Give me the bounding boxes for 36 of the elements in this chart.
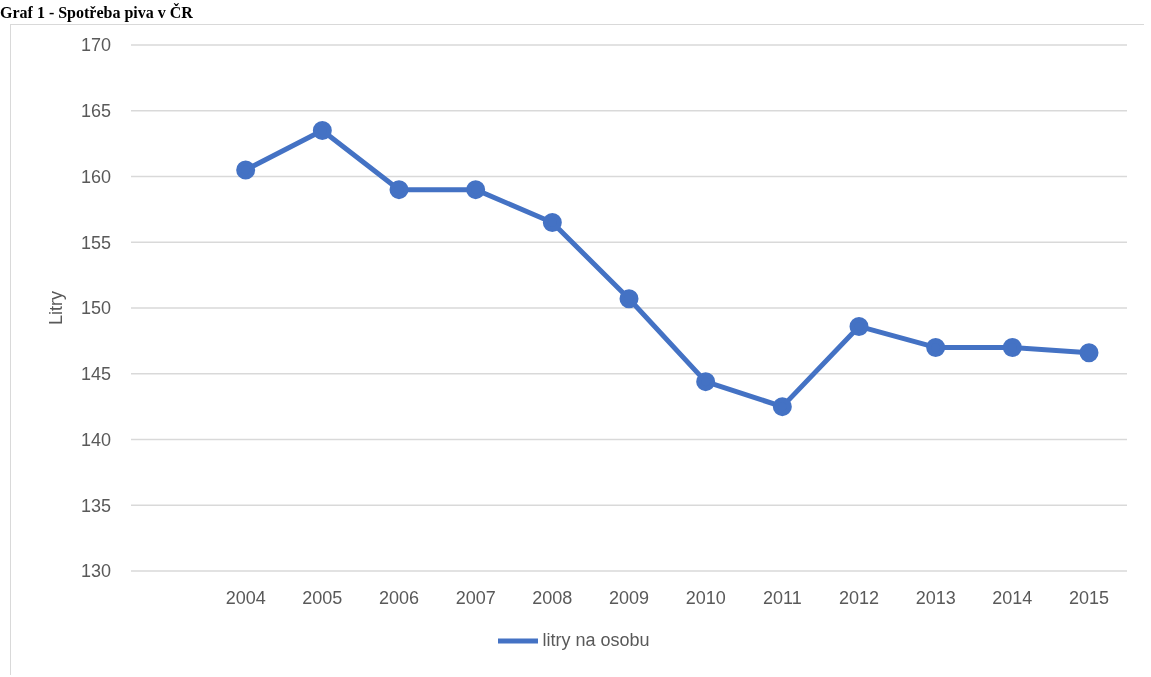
x-tick-label: 2010 [685, 587, 726, 608]
x-tick-label: 2011 [762, 587, 802, 608]
point [619, 289, 639, 309]
y-tick-label: 155 [80, 232, 111, 253]
y-tick-label: 135 [80, 495, 111, 516]
point [849, 316, 869, 336]
point [466, 180, 486, 200]
y-tick-label: 170 [80, 35, 111, 56]
point [926, 337, 946, 357]
x-tick-label: 2005 [302, 587, 343, 608]
x-tick-label: 2008 [532, 587, 573, 608]
x-tick-label: 2007 [455, 587, 496, 608]
point [542, 213, 562, 233]
x-tick-label: 2015 [1068, 587, 1110, 608]
y-tick-label: 150 [80, 298, 111, 319]
point [1079, 343, 1099, 363]
x-tick-label: 2009 [608, 587, 650, 608]
x-tick-label: 2014 [992, 587, 1033, 608]
point [1002, 337, 1022, 357]
point [236, 160, 256, 180]
y-tick-label: 160 [80, 166, 111, 187]
y-tick-label: 140 [80, 429, 111, 450]
x-tick-label: 2006 [378, 587, 420, 608]
y-tick-label: 130 [80, 561, 111, 582]
x-tick-label: 2013 [915, 587, 956, 608]
x-tick-label: 2004 [225, 587, 266, 608]
legend-label: litry na osobu [542, 629, 650, 650]
y-tick-label: 165 [80, 101, 111, 122]
x-tick-label: 2012 [838, 587, 880, 608]
point [696, 372, 716, 392]
point [772, 397, 792, 417]
point [389, 180, 409, 200]
y-axis-title: Litry [46, 290, 67, 326]
chart-title: Graf 1 - Spotřeba piva v ČR [0, 4, 193, 22]
y-tick-label: 145 [80, 364, 111, 385]
point [312, 120, 332, 140]
